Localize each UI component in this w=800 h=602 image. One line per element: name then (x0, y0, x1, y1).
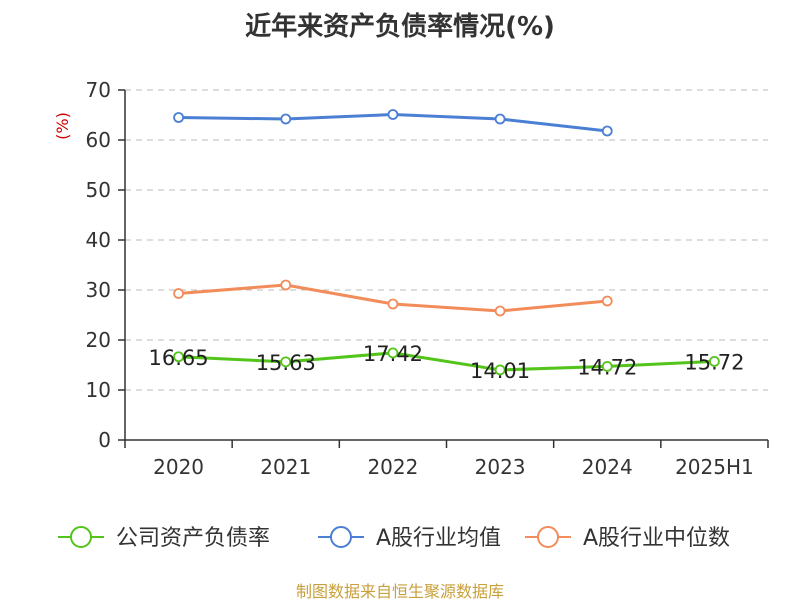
data-point[interactable] (280, 356, 292, 368)
y-axis-unit-label: (%) (53, 112, 72, 140)
data-label: 14.01 (470, 359, 530, 383)
y-tick-label: 0 (98, 428, 111, 452)
x-tick-label: 2023 (475, 455, 526, 479)
source-note: 制图数据来自恒生聚源数据库 (295, 582, 504, 601)
x-tick-label: 2021 (260, 455, 311, 479)
data-point[interactable] (173, 112, 184, 123)
chart-title: 近年来资产负债率情况(%) (245, 12, 555, 42)
data-point[interactable] (709, 355, 720, 367)
y-tick-label: 30 (86, 278, 111, 302)
y-axis-ticks: 0 10 20 30 40 50 60 70 (86, 78, 125, 452)
data-point[interactable] (494, 113, 506, 125)
legend-marker[interactable] (70, 526, 92, 548)
data-point[interactable] (601, 295, 613, 307)
grid-lines (125, 89, 768, 391)
data-labels: 16.65 15.63 17.42 14.01 14.72 15.72 (149, 342, 745, 383)
legend-marker[interactable] (537, 526, 559, 548)
data-point[interactable] (173, 288, 184, 299)
data-point[interactable] (601, 125, 613, 137)
data-label: 17.42 (363, 342, 423, 366)
data-point[interactable] (280, 113, 292, 125)
x-axis-ticks: 2020 2021 2022 2023 2024 2025H1 (124, 440, 769, 479)
data-point[interactable] (280, 279, 292, 291)
data-point[interactable] (387, 109, 399, 120)
y-tick-label: 20 (86, 328, 111, 352)
y-tick-label: 50 (86, 178, 111, 202)
y-tick-label: 60 (86, 128, 111, 152)
x-tick-label: 2020 (153, 455, 204, 479)
data-label: 14.72 (577, 355, 637, 379)
x-tick-label: 2022 (367, 455, 418, 479)
y-tick-label: 40 (86, 228, 111, 252)
legend-label[interactable]: 公司资产负债率 (116, 526, 270, 551)
y-tick-label: 70 (86, 78, 111, 102)
legend-marker[interactable] (330, 526, 352, 548)
data-label: 15.72 (684, 350, 744, 374)
data-point[interactable] (173, 351, 184, 363)
y-tick-label: 10 (86, 378, 111, 402)
x-tick-label: 2025H1 (675, 455, 754, 479)
data-label: 15.63 (256, 351, 316, 375)
data-label: 16.65 (149, 346, 209, 370)
series-line (178, 351, 715, 372)
data-point[interactable] (494, 364, 506, 376)
data-point[interactable] (387, 298, 399, 310)
legend-label[interactable]: A股行业均值 (376, 526, 501, 551)
series-group (173, 109, 720, 376)
legend: 公司资产负债率 A股行业均值 A股行业中位数 (58, 526, 730, 551)
axes (124, 90, 768, 441)
data-point[interactable] (387, 347, 399, 359)
legend-label[interactable]: A股行业中位数 (583, 526, 730, 551)
x-tick-label: 2024 (582, 455, 633, 479)
data-point[interactable] (601, 360, 613, 372)
data-point[interactable] (494, 305, 506, 317)
